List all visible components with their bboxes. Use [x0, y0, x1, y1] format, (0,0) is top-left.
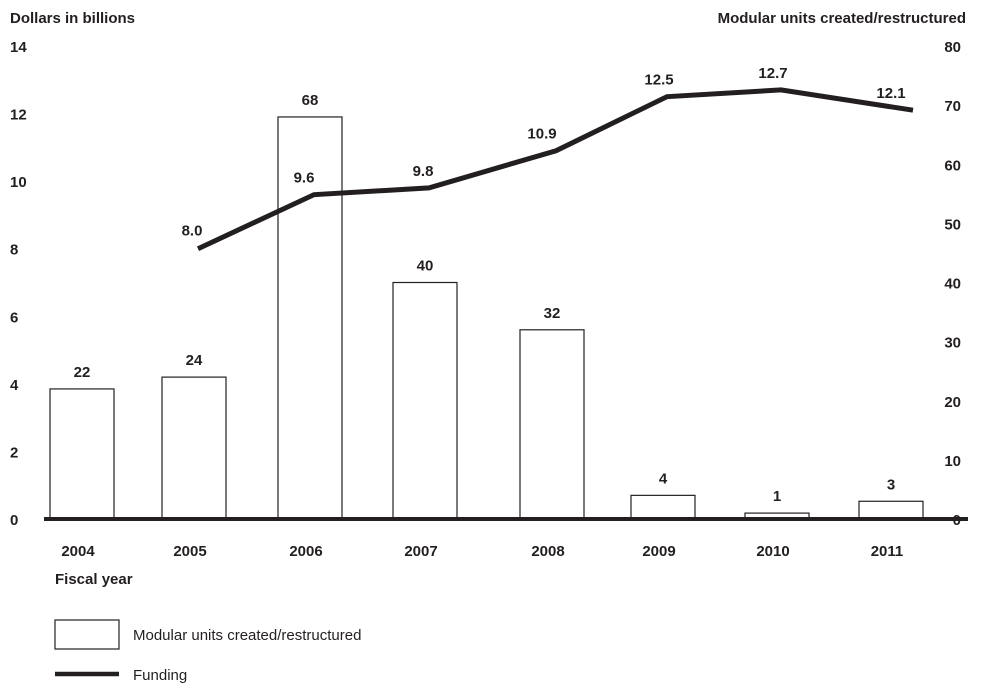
left-tick-label: 4 [10, 377, 19, 394]
right-axis-title: Modular units created/restructured [718, 10, 966, 27]
bar-2007 [392, 281, 458, 520]
left-tick-label: 12 [10, 107, 27, 124]
x-tick-label: 2008 [531, 543, 564, 560]
x-tick-label: 2006 [289, 543, 322, 560]
x-tick-label: 2005 [173, 543, 206, 560]
bar-2005 [161, 376, 227, 520]
legend: Modular units created/restructured Fundi… [54, 619, 361, 684]
right-tick-label: 30 [944, 335, 961, 352]
left-tick-label: 8 [10, 242, 18, 259]
funding-data-labels: 8.0 9.6 9.8 10.9 12.5 12.7 12.1 [182, 65, 906, 240]
funding-line [196, 87, 914, 251]
funding-value-label: 12.1 [876, 85, 905, 102]
bar-2011 [858, 500, 924, 520]
x-tick-label: 2010 [756, 543, 789, 560]
x-axis-ticks: 2004 2005 2006 2007 2008 2009 2010 2011 [61, 543, 903, 560]
bar-2009 [630, 494, 696, 520]
right-tick-label: 50 [944, 216, 961, 233]
bar-2004 [49, 388, 115, 520]
bar-value-label: 40 [417, 258, 434, 275]
x-tick-label: 2009 [642, 543, 675, 560]
bar-value-label: 22 [74, 364, 91, 381]
bar-value-label: 4 [659, 470, 668, 487]
left-tick-label: 0 [10, 512, 18, 529]
funding-value-label: 12.7 [758, 65, 787, 82]
right-axis-ticks: 01020304050607080 [944, 39, 961, 529]
bar-data-labels: 22 24 68 40 32 4 1 3 [74, 92, 896, 505]
funding-line-series [196, 87, 914, 251]
bar-2008 [519, 329, 585, 520]
right-tick-label: 60 [944, 157, 961, 174]
bar-value-label: 68 [302, 92, 319, 109]
bar-value-label: 32 [544, 305, 561, 322]
x-tick-label: 2004 [61, 543, 95, 560]
left-tick-label: 14 [10, 39, 27, 56]
x-tick-label: 2011 [871, 543, 904, 560]
bar-value-label: 3 [887, 476, 895, 493]
legend-bar-label: Modular units created/restructured [133, 627, 361, 644]
right-tick-label: 70 [944, 98, 961, 115]
left-axis-ticks: 0 2 4 6 8 10 12 14 [10, 39, 27, 529]
bar-value-label: 24 [186, 352, 203, 369]
left-tick-label: 2 [10, 444, 18, 461]
left-tick-label: 6 [10, 309, 18, 326]
left-axis-title: Dollars in billions [10, 10, 135, 27]
right-tick-label: 40 [944, 276, 961, 293]
funding-value-label: 12.5 [644, 72, 673, 89]
right-tick-label: 10 [944, 453, 961, 470]
legend-line-label: Funding [133, 667, 187, 684]
funding-value-label: 10.9 [527, 126, 556, 143]
left-tick-label: 10 [10, 174, 27, 191]
funding-value-label: 9.6 [294, 170, 315, 187]
bar-series [49, 116, 924, 520]
legend-bar-swatch [54, 619, 120, 650]
x-tick-label: 2007 [404, 543, 437, 560]
right-tick-label: 80 [944, 39, 961, 56]
x-axis-title: Fiscal year [55, 571, 133, 588]
right-tick-label: 20 [944, 394, 961, 411]
funding-value-label: 9.8 [413, 163, 434, 180]
bar-value-label: 1 [773, 488, 781, 505]
funding-value-label: 8.0 [182, 223, 203, 240]
